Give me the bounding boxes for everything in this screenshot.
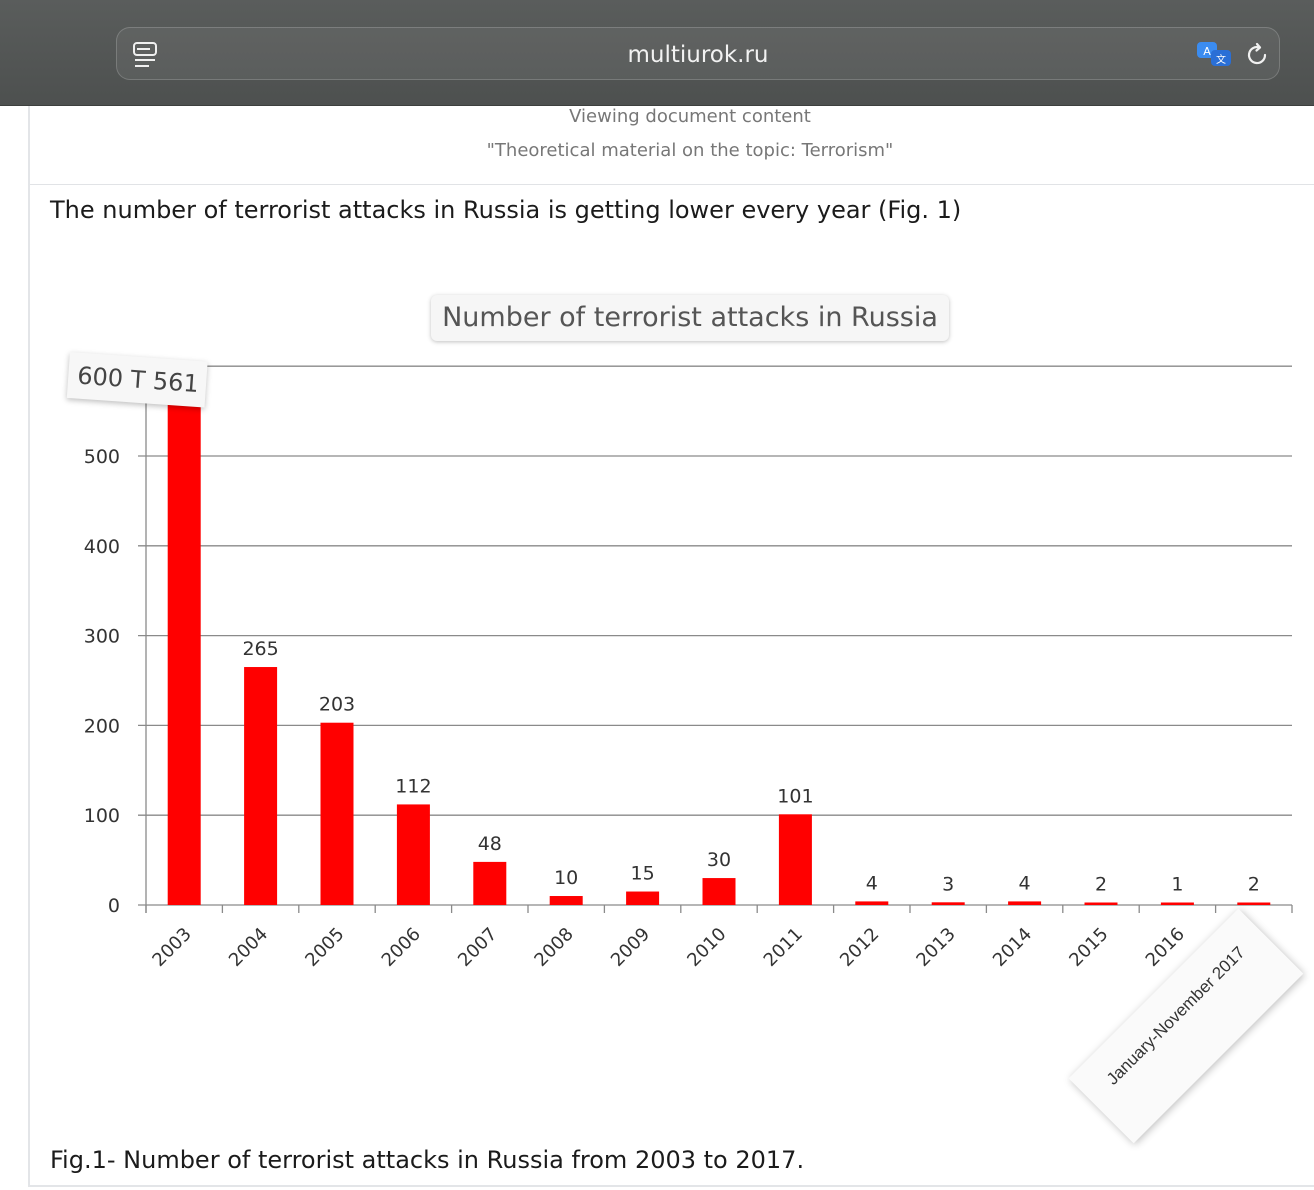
y-tick-label: 300 [84,626,120,648]
chart-canvas: 0 100 200 300 400 500 2003 265 2004 203 2005 112 200… [84,365,1293,971]
x-tick-label: 2005 [301,924,348,971]
url-text[interactable]: multiurok.ru [627,42,769,68]
x-tick-label: 2010 [683,924,730,971]
data-label: 4 [866,872,878,894]
svg-text:文: 文 [1216,53,1226,66]
y-tick-label: 0 [108,895,120,917]
data-label: 3 [942,873,954,895]
data-label: 101 [777,785,813,807]
header-divider [30,184,1314,185]
content-frame-border [28,106,30,1186]
y-tick-label: 500 [84,446,120,468]
y-tick-top-label: 600 T 561 [66,352,208,408]
bar [931,902,965,905]
y-tick-label: 200 [84,715,120,737]
x-tick-label: 2009 [607,924,654,971]
bar [1237,902,1271,905]
chart-title: Number of terrorist attacks in Russia [431,295,949,341]
data-label: 2 [1248,874,1260,896]
bar [1084,902,1118,905]
x-tick-label: 2006 [378,924,425,971]
figure-caption: Fig.1- Number of terrorist attacks in Ru… [50,1146,805,1174]
bar [778,814,812,905]
document-heading: Viewing document content [569,106,811,127]
x-tick-label: 2007 [454,924,501,971]
x-tick-label: 2012 [836,924,883,971]
data-label: 112 [395,775,431,797]
translate-icon[interactable]: A 文 [1195,40,1235,70]
bar [702,878,736,905]
bar [244,667,278,905]
bar [396,804,430,905]
y-tick-label: 400 [84,536,120,558]
document-subheading: "Theoretical material on the topic: Terr… [486,140,894,161]
x-tick-label: 2014 [989,924,1036,971]
bar [473,861,507,905]
content-frame-bottom [28,1185,1314,1187]
bar [320,722,354,905]
x-tick-label: 2011 [760,924,807,971]
browser-toolbar: multiurok.ru A 文 [0,0,1314,106]
x-tick-label: 2004 [225,924,272,971]
data-label: 15 [631,863,655,885]
bar [167,401,201,905]
x-tick-label: 2013 [912,924,959,971]
bar [549,896,583,905]
x-tick-label: 2003 [148,924,195,971]
address-bar[interactable]: multiurok.ru A 文 [116,27,1280,80]
x-tick-label: 2008 [530,924,577,971]
y-tick-label: 100 [84,805,120,827]
data-label: 203 [319,694,355,716]
reader-icon[interactable] [132,41,158,69]
data-label: 48 [478,833,502,855]
bar [1008,901,1042,905]
data-label: 10 [554,867,578,889]
intro-paragraph: The number of terrorist attacks in Russi… [50,196,962,224]
data-label: 2 [1095,874,1107,896]
bar [855,901,889,905]
bar [1160,902,1194,905]
reload-icon[interactable] [1244,42,1270,68]
bar-chart: 0 100 200 300 400 500 2003 265 2004 203 2005 112 200… [50,280,1314,1144]
data-label: 1 [1171,874,1183,896]
svg-text:A: A [1203,45,1211,58]
data-label: 30 [707,849,731,871]
x-tick-label: 2015 [1065,924,1112,971]
data-label: 265 [242,638,278,660]
bar [626,891,660,905]
data-label: 4 [1019,872,1031,894]
